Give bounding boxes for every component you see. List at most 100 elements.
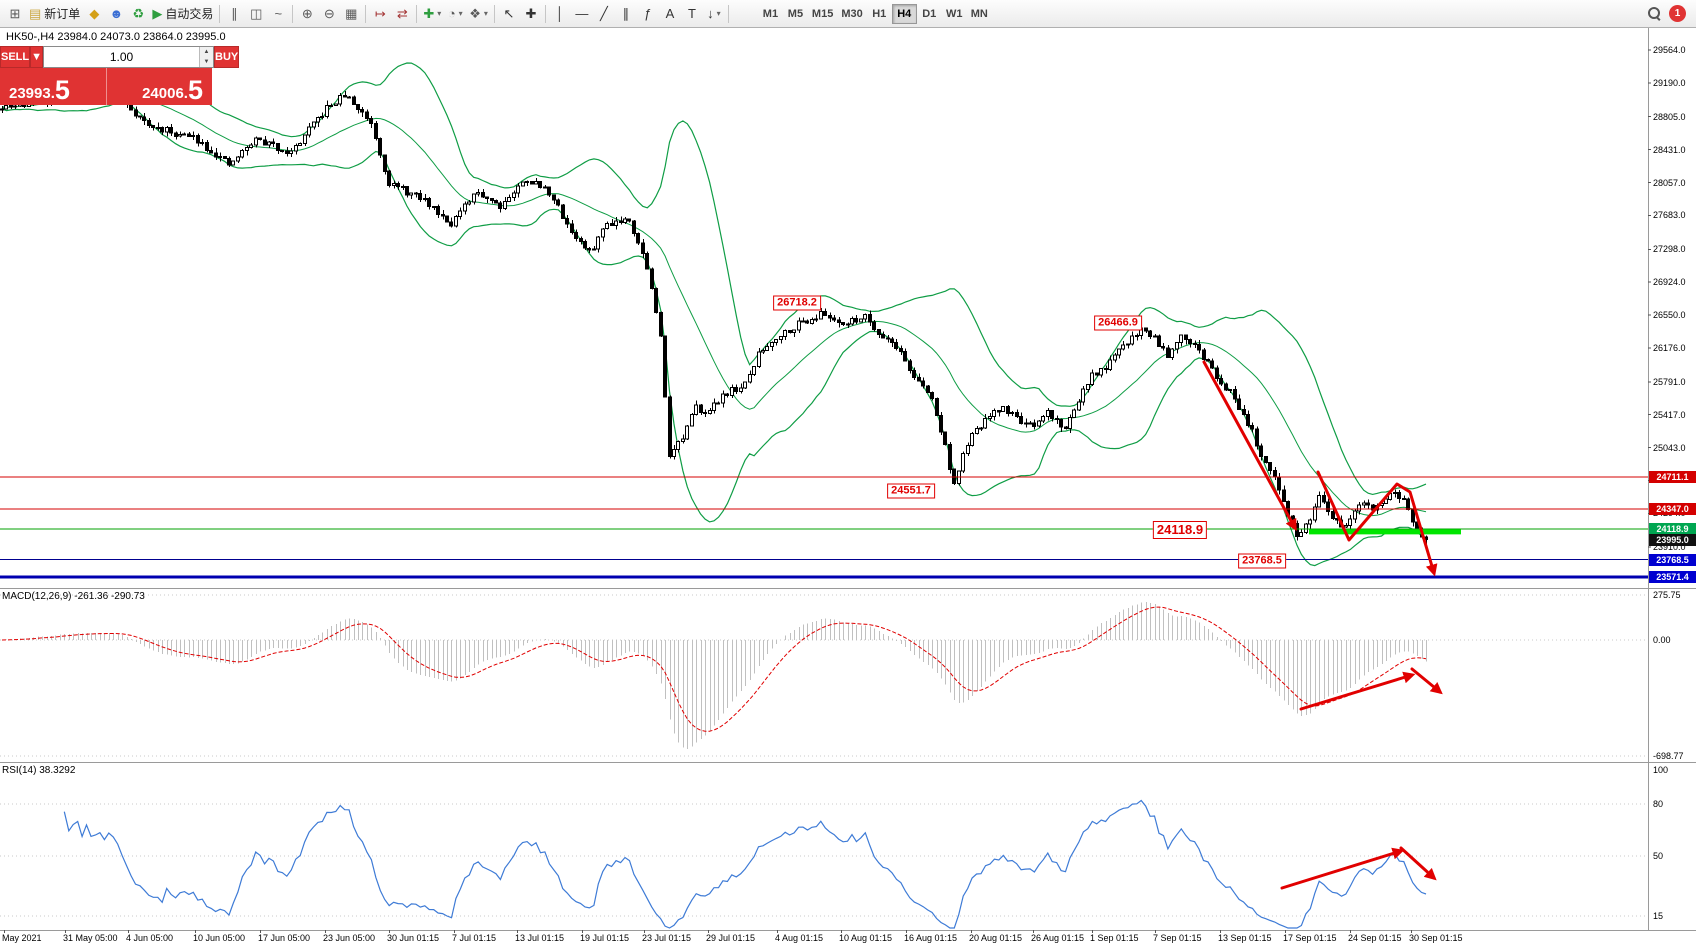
channel-button[interactable]: ∥ (615, 3, 637, 25)
rsi-line (63, 799, 1427, 929)
rsi-label: RSI(14) 38.3292 (2, 765, 76, 776)
label-button[interactable]: T (681, 3, 703, 25)
trendline-button[interactable]: ╱ (593, 3, 615, 25)
sell-price[interactable]: 23993. 5 (0, 68, 106, 105)
volume-down-button[interactable]: ▼ (200, 57, 214, 67)
buy-price-main: 24006. (142, 84, 188, 102)
bar-chart-button[interactable]: ∥ (223, 3, 245, 25)
chevron-down-icon: ▾ (483, 9, 488, 18)
new-chart-button[interactable]: ⊞ (4, 3, 26, 25)
timeframe-mn-button[interactable]: MN (967, 4, 992, 24)
chevron-down-icon: ▾ (437, 9, 442, 18)
volume-box: ▲ ▼ (43, 46, 215, 68)
crosshair-button[interactable]: ✚ (520, 3, 542, 25)
timeframe-w1-button[interactable]: W1 (942, 4, 967, 24)
indicators-button[interactable]: ✚ ▾ (420, 3, 444, 25)
vline-button[interactable]: │ (549, 3, 571, 25)
zoom-out-button[interactable]: ⊖ (318, 3, 340, 25)
cursor-button[interactable]: ↖ (498, 3, 520, 25)
auto-scroll-button[interactable]: ⇄ (391, 3, 413, 25)
vline-icon: │ (555, 6, 564, 21)
macd-label: MACD(12,26,9) -261.36 -290.73 (2, 591, 145, 602)
fibonacci-icon: ƒ (644, 6, 652, 21)
chevron-down-icon: ▾ (458, 9, 463, 18)
periods-button[interactable]: ◔ ▾ (444, 3, 466, 25)
trade-prices-row: 23993. 5 24006. 5 (0, 68, 212, 105)
chart-shift-button[interactable]: ↦ (369, 3, 391, 25)
timeframe-m30-button[interactable]: M30 (837, 4, 866, 24)
arrows-icon: ↓ (707, 6, 714, 21)
text-icon: A (665, 6, 675, 21)
candles-layer (0, 85, 1428, 544)
one-click-trade-panel: SELL ▼ ▲ ▼ BUY 23993.5 24006.5 (0, 46, 240, 105)
timeframe-h1-button[interactable]: H1 (867, 4, 892, 24)
chart-gold-icon-icon: ◆ (89, 6, 100, 21)
search-button[interactable] (1643, 3, 1665, 25)
timeframe-d1-button[interactable]: D1 (917, 4, 942, 24)
timeframe-m5-button[interactable]: M5 (783, 4, 808, 24)
volume-input[interactable] (44, 47, 200, 67)
zoom-out-icon: ⊖ (323, 6, 335, 21)
autotrading-icon: ▶ (152, 6, 163, 21)
periods-icon: ◔ (447, 6, 456, 21)
channel-icon: ∥ (622, 6, 630, 21)
line-chart-icon: ~ (274, 6, 283, 21)
timeframe-m1-button[interactable]: M1 (758, 4, 783, 24)
order-type-dropdown-button[interactable]: ▼ (30, 46, 44, 68)
community-icon: ☻ (109, 6, 124, 21)
arrows-button[interactable]: ↓ ▾ (703, 3, 725, 25)
timeframe-toolbar: M1 M5 M15 M30 H1 H4 D1 W1 MN (758, 3, 992, 24)
mql5-icon: ♻ (132, 6, 145, 21)
fibonacci-button[interactable]: ƒ (637, 3, 659, 25)
horizontal-level-lines[interactable] (0, 476, 1648, 579)
toolbar-separator (292, 4, 294, 23)
buy-price-big-digit: 5 (187, 75, 203, 106)
notification-badge[interactable]: 1 (1669, 5, 1686, 22)
macd-arrow[interactable] (1299, 671, 1416, 711)
rsi-arrow[interactable] (1399, 846, 1437, 881)
text-button[interactable]: A (659, 3, 681, 25)
timeframe-m15-button[interactable]: M15 (808, 4, 837, 24)
crosshair-icon: ✚ (525, 6, 537, 21)
candlestick-chart-button[interactable]: ◫ (245, 3, 267, 25)
trendline-icon: ╱ (600, 6, 608, 21)
tile-windows-button[interactable]: ▦ (340, 3, 362, 25)
timeframe-h4-button[interactable]: H4 (891, 3, 917, 24)
zoom-in-button[interactable]: ⊕ (296, 3, 318, 25)
macd-arrow[interactable] (1410, 667, 1443, 695)
buy-price[interactable]: 24006. 5 (105, 68, 213, 106)
chevron-down-icon: ▼ (31, 51, 43, 63)
label-icon: T (687, 6, 696, 21)
community-button[interactable]: ☻ (105, 3, 127, 25)
new-chart-icon: ⊞ (9, 6, 21, 21)
indicators-icon: ✚ (423, 6, 435, 21)
chevron-down-icon: ▾ (716, 9, 721, 18)
sell-price-big-digit: 5 (54, 75, 70, 106)
templates-button[interactable]: ❖ ▾ (466, 3, 491, 25)
mql5-button[interactable]: ♻ (127, 3, 149, 25)
hline-button[interactable]: ― (571, 3, 593, 25)
autotrading-button[interactable]: ▶ 自动交易 (149, 3, 216, 25)
toolbar-separator (727, 4, 729, 23)
volume-up-button[interactable]: ▲ (200, 47, 214, 57)
toolbar-separator (493, 4, 495, 23)
toolbar-separator (365, 4, 367, 23)
chart-gold-icon-button[interactable]: ◆ (83, 3, 105, 25)
cursor-icon: ↖ (503, 6, 515, 21)
new-order-button[interactable]: ▤ 新订单 (26, 3, 83, 25)
tile-windows-icon: ▦ (345, 6, 358, 21)
buy-button[interactable]: BUY (214, 46, 240, 68)
trend-arrow[interactable] (1202, 360, 1297, 532)
trend-arrow[interactable] (1316, 470, 1438, 577)
rsi-arrow[interactable] (1280, 847, 1405, 890)
line-chart-button[interactable]: ~ (267, 3, 289, 25)
toolbar-separator (544, 4, 546, 23)
panel-separators (0, 28, 1696, 933)
sell-button[interactable]: SELL (0, 46, 31, 68)
templates-icon: ❖ (469, 6, 481, 21)
candlestick-chart-icon: ◫ (250, 6, 263, 21)
macd-histogram (0, 594, 1648, 757)
new-order-icon: ▤ (29, 6, 42, 21)
